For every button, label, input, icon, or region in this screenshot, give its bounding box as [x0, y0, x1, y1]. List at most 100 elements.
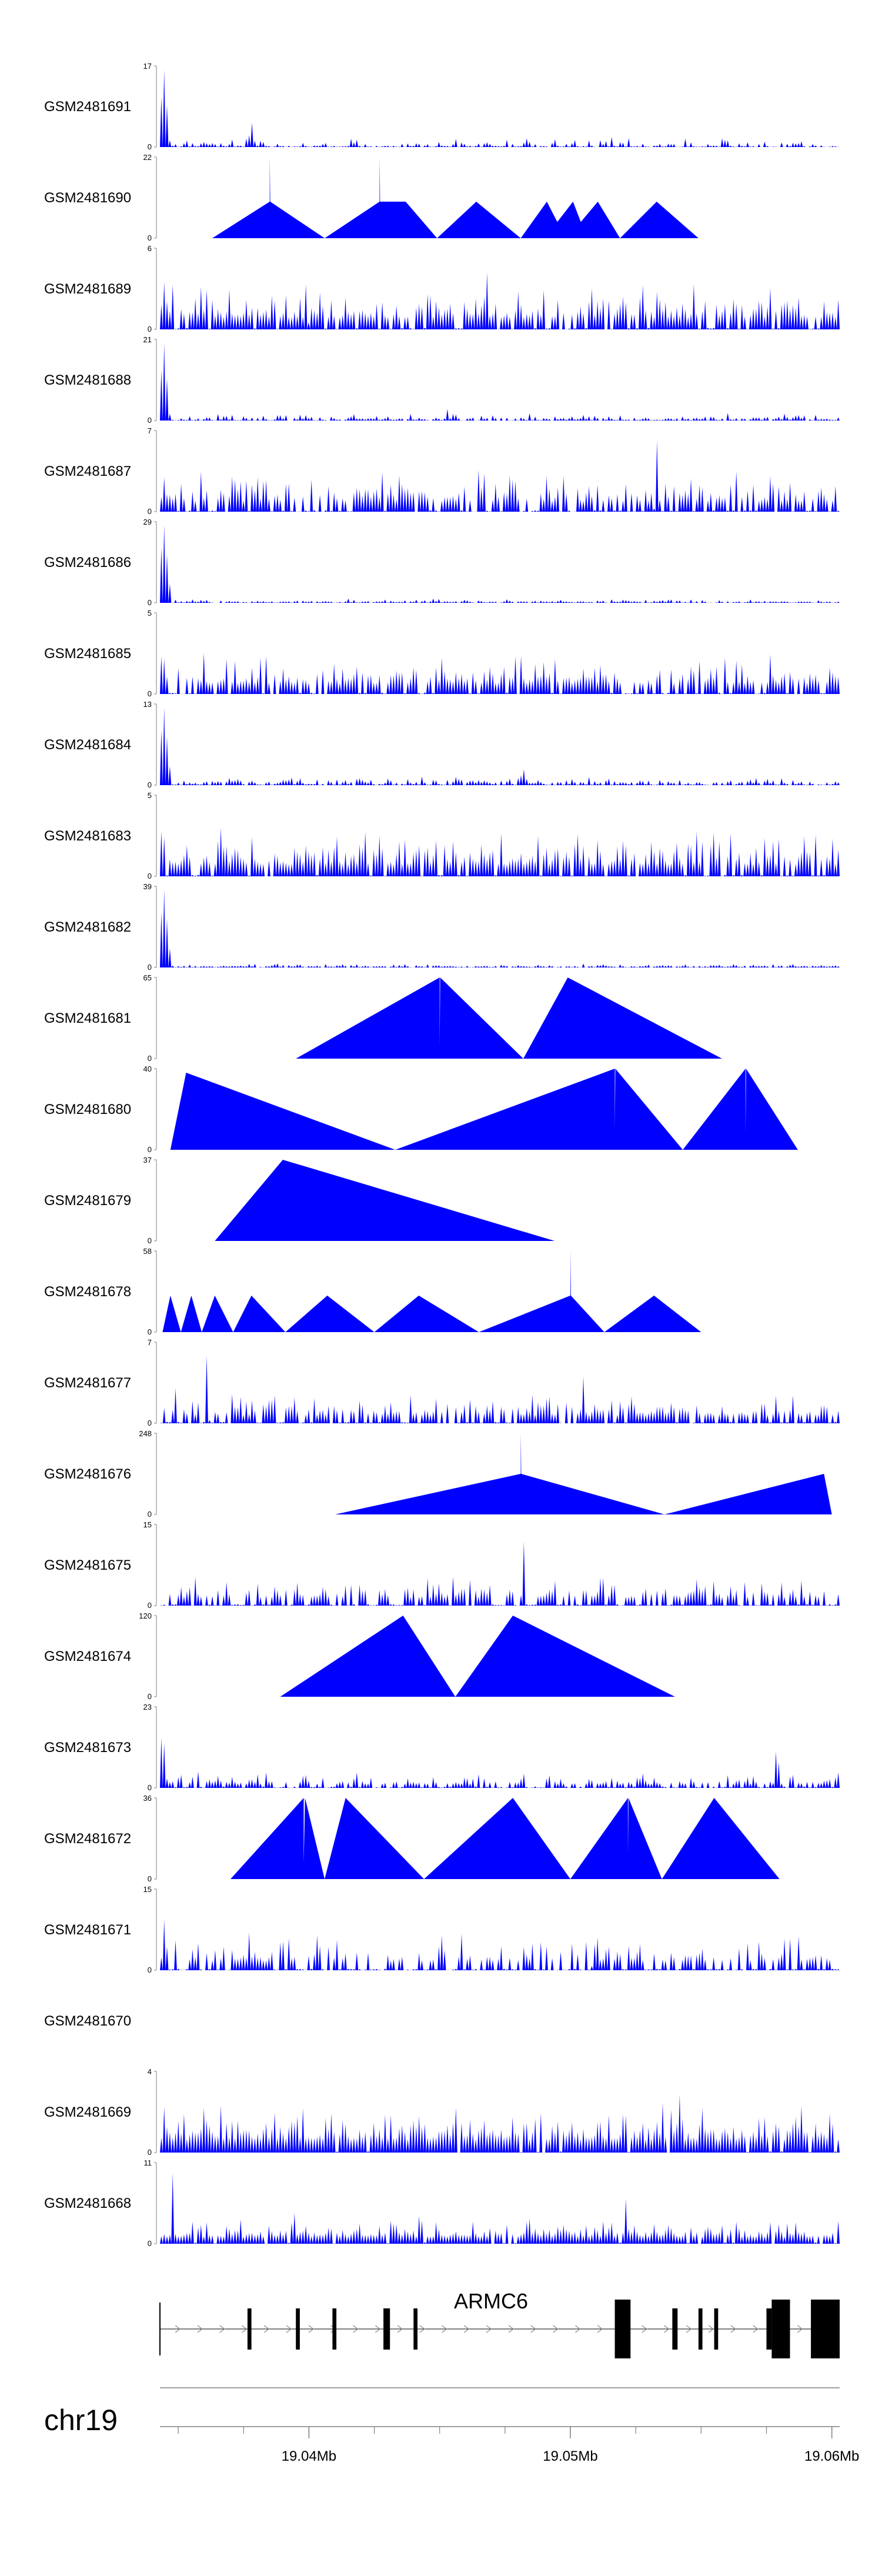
y-max-label: 37: [143, 1156, 152, 1164]
y-max-label: 5: [148, 791, 152, 800]
tick-label-19.06Mb: 19.06Mb: [804, 2448, 859, 2464]
track-GSM2481688: GSM2481688 21 0: [44, 335, 840, 425]
exon: [714, 2308, 719, 2350]
strand-arrow: [175, 2325, 181, 2333]
strand-arrow: [442, 2325, 447, 2333]
strand-arrow: [597, 2325, 603, 2333]
signal-area: [160, 525, 840, 603]
track-label: GSM2481683: [44, 828, 131, 844]
signal-area: [212, 157, 699, 238]
track-label: GSM2481691: [44, 99, 131, 115]
genome-axis: chr19 19.04Mb 19.05Mb 19.06Mb: [44, 2387, 859, 2464]
track-label: GSM2481690: [44, 190, 131, 206]
track-label: GSM2481680: [44, 1102, 131, 1117]
track-GSM2481669: GSM2481669 4 0: [44, 2067, 840, 2157]
strand-arrow: [553, 2325, 559, 2333]
track-label: GSM2481686: [44, 555, 131, 570]
y-max-label: 21: [143, 335, 152, 344]
y-min-label: 0: [148, 507, 152, 516]
tick-label-19.05Mb: 19.05Mb: [543, 2448, 597, 2464]
tick-label-19.04Mb: 19.04Mb: [282, 2448, 336, 2464]
y-min-label: 0: [148, 1419, 152, 1427]
y-min-label: 0: [148, 963, 152, 972]
strand-arrow: [286, 2325, 292, 2333]
track-GSM2481674: GSM2481674 120 0: [44, 1611, 675, 1701]
y-max-label: 5: [148, 609, 152, 618]
strand-arrow: [242, 2325, 248, 2333]
signal-area: [160, 272, 840, 329]
track-GSM2481672: GSM2481672 36 0: [44, 1794, 780, 1883]
track-label: GSM2481684: [44, 737, 131, 753]
y-min-label: 0: [148, 1054, 152, 1063]
y-min-label: 0: [148, 689, 152, 698]
track-label: GSM2481689: [44, 281, 131, 297]
gene-model-armc6: [159, 2300, 840, 2358]
track-GSM2481690: GSM2481690 22 0: [44, 153, 699, 242]
track-label: GSM2481675: [44, 1557, 131, 1573]
track-GSM2481678: GSM2481678 58 0: [44, 1247, 701, 1336]
strand-arrow: [708, 2325, 714, 2333]
track-GSM2481684: GSM2481684 13 0: [44, 700, 840, 789]
y-min-label: 0: [148, 2239, 152, 2248]
track-label: GSM2481671: [44, 1922, 131, 1938]
track-GSM2481691: GSM2481691 17 0: [44, 62, 840, 151]
track-GSM2481679: GSM2481679 37 0: [44, 1156, 555, 1245]
y-min-label: 0: [148, 1783, 152, 1792]
y-max-label: 13: [143, 700, 152, 709]
y-min-label: 0: [148, 872, 152, 880]
signal-area: [230, 1798, 780, 1879]
track-GSM2481671: GSM2481671 15 0: [44, 1885, 840, 1974]
y-max-label: 248: [139, 1429, 152, 1438]
strand-arrow: [375, 2325, 381, 2333]
track-GSM2481689: GSM2481689 6 0: [44, 244, 840, 333]
track-label: GSM2481678: [44, 1284, 131, 1300]
strand-arrow: [353, 2325, 359, 2333]
track-label: GSM2481682: [44, 919, 131, 935]
y-min-label: 0: [148, 780, 152, 789]
y-min-label: 0: [148, 598, 152, 607]
track-GSM2481685: GSM2481685 5 0: [44, 609, 840, 698]
track-GSM2481682: GSM2481682 39 0: [44, 882, 840, 972]
exon: [672, 2308, 678, 2350]
exon: [614, 2300, 631, 2358]
signal-area: [160, 441, 840, 512]
y-min-label: 0: [148, 1236, 152, 1245]
track-GSM2481675: GSM2481675 15 0: [44, 1520, 840, 1610]
y-min-label: 0: [148, 1966, 152, 1974]
exon: [247, 2308, 252, 2350]
signal-area: [170, 1069, 798, 1150]
y-max-label: 29: [143, 518, 152, 526]
track-GSM2481677: GSM2481677 7 0: [44, 1338, 840, 1427]
strand-arrow: [797, 2325, 803, 2333]
y-min-label: 0: [148, 1874, 152, 1883]
strand-arrow: [308, 2325, 314, 2333]
signal-area: [160, 707, 840, 785]
track-GSM2481670: GSM2481670: [44, 2013, 131, 2029]
signal-area: [160, 2094, 840, 2153]
y-max-label: 4: [148, 2067, 152, 2076]
strand-arrow: [464, 2325, 470, 2333]
y-max-label: 40: [143, 1065, 152, 1073]
track-GSM2481681: GSM2481681 65 0: [44, 973, 722, 1063]
y-min-label: 0: [148, 1327, 152, 1336]
track-label: GSM2481676: [44, 1466, 131, 1482]
track-label: GSM2481677: [44, 1375, 131, 1391]
track-label: GSM2481688: [44, 372, 131, 388]
exon: [332, 2308, 337, 2350]
y-min-label: 0: [148, 233, 152, 242]
strand-arrow: [686, 2325, 692, 2333]
y-max-label: 17: [143, 62, 152, 71]
y-max-label: 23: [143, 1703, 152, 1711]
signal-area: [160, 2173, 840, 2244]
y-min-label: 0: [148, 1510, 152, 1519]
y-max-label: 15: [143, 1520, 152, 1529]
signal-area: [160, 343, 840, 421]
exon: [771, 2300, 790, 2358]
track-label: GSM2481679: [44, 1193, 131, 1209]
signal-area: [160, 827, 840, 876]
track-GSM2481687: GSM2481687 7 0: [44, 426, 840, 516]
y-min-label: 0: [148, 142, 152, 151]
strand-arrow: [508, 2325, 514, 2333]
strand-arrow: [753, 2325, 759, 2333]
